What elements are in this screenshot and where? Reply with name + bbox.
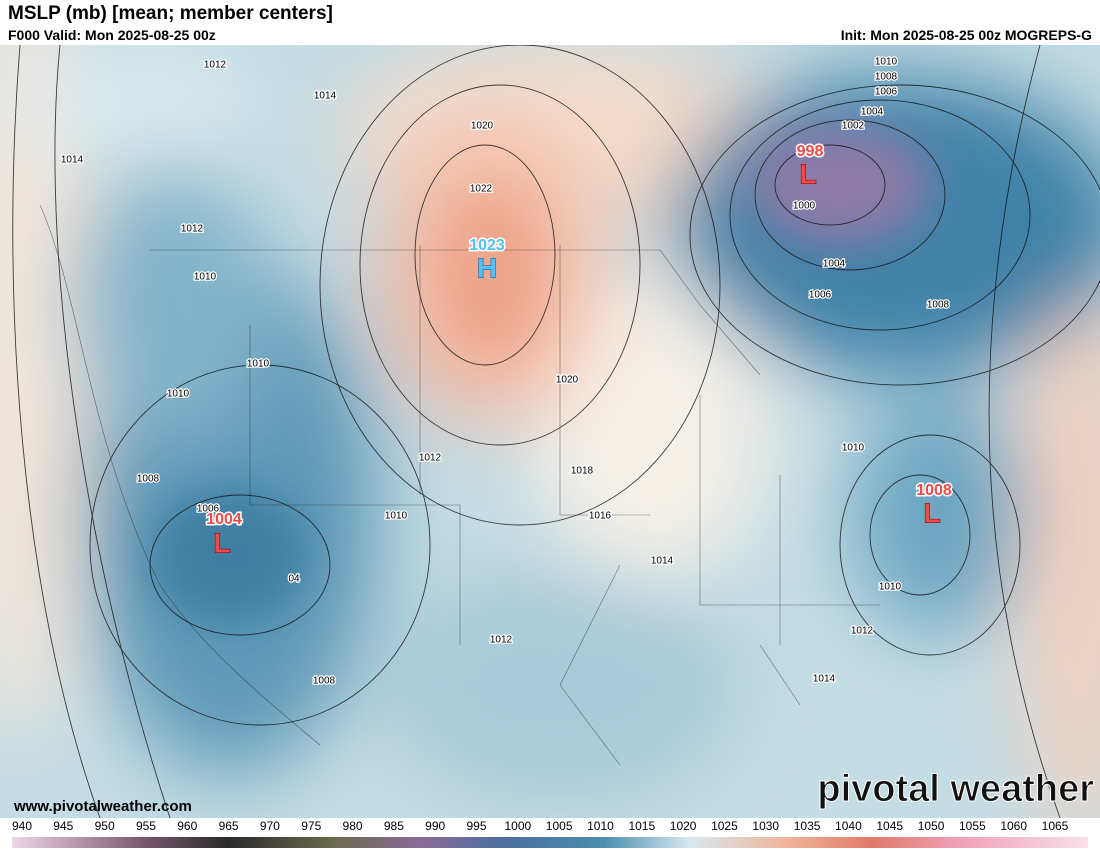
logo: pivotal weather	[817, 768, 1094, 810]
map-title: MSLP (mb) [mean; member centers]	[8, 3, 333, 24]
center-letter: L	[213, 527, 230, 558]
contour-label: 1006	[809, 290, 832, 301]
colorbar-label: 980	[343, 819, 363, 833]
contour-label: 1014	[651, 556, 674, 567]
contour-label: 1012	[181, 224, 204, 235]
contour-label: 1016	[589, 511, 612, 522]
colorbar-label: 1015	[628, 819, 655, 833]
colorbar-label: 1040	[835, 819, 862, 833]
contour-label: 1020	[471, 121, 494, 132]
center-letter: L	[799, 158, 816, 189]
contour-label: 1010	[385, 511, 408, 522]
contour-label: 04	[288, 574, 300, 585]
colorbar-ramp	[12, 837, 1088, 848]
contour-label: 1006	[875, 87, 898, 98]
colorbar-label: 945	[53, 819, 73, 833]
contour-label: 1014	[813, 674, 836, 685]
contour-label: 1018	[571, 466, 594, 477]
colorbar-label: 970	[260, 819, 280, 833]
init-time: Init: Mon 2025-08-25 00z MOGREPS-G	[840, 27, 1092, 43]
colorbar-label: 995	[467, 819, 487, 833]
colorbar-label: 1005	[546, 819, 573, 833]
center-letter: H	[477, 252, 497, 283]
colorbar-label: 1030	[752, 819, 779, 833]
colorbar-label: 1025	[711, 819, 738, 833]
website: www.pivotalweather.com	[13, 798, 192, 815]
colorbar-label: 965	[219, 819, 239, 833]
center-value: 1008	[916, 482, 952, 499]
colorbar: 940 945 950 955 960 965 970 975 980 985 990 995 1000…	[12, 819, 1088, 848]
colorbar-label: 1010	[587, 819, 614, 833]
map: 1012 1014 1014 1012 1010 1010 1010 1008 1006 1012…	[0, 45, 1100, 818]
contour-label: 1010	[194, 272, 217, 283]
contour-label: 1008	[875, 72, 898, 83]
colorbar-label: 940	[12, 819, 32, 833]
contour-label: 1012	[204, 60, 227, 71]
center-value: 1004	[206, 511, 242, 528]
colorbar-label: 985	[384, 819, 404, 833]
colorbar-label: 975	[301, 819, 321, 833]
contour-label: 1014	[61, 155, 84, 166]
contour-label: 1002	[842, 121, 865, 132]
colorbar-label: 960	[177, 819, 197, 833]
center-value: 998	[797, 143, 824, 160]
contour-label: 1010	[879, 582, 902, 593]
colorbar-label: 1035	[794, 819, 821, 833]
contour-label: 1010	[247, 359, 270, 370]
contour-label: 1020	[556, 375, 579, 386]
contour-label: 1006	[197, 504, 220, 515]
colorbar-label: 1045	[876, 819, 903, 833]
colorbar-label: 1065	[1042, 819, 1069, 833]
contour-label: 1022	[470, 184, 493, 195]
contour-label: 1012	[490, 635, 513, 646]
contour-label: 1000	[793, 201, 816, 212]
contour-label: 1014	[314, 91, 337, 102]
contour-label: 1012	[851, 626, 874, 637]
colorbar-label: 1000	[504, 819, 531, 833]
contour-label: 1012	[419, 453, 442, 464]
center-value: 1023	[469, 237, 505, 254]
contour-label: 1008	[313, 676, 336, 687]
center-letter: L	[923, 497, 940, 528]
colorbar-label: 1060	[1000, 819, 1027, 833]
colorbar-label: 1020	[670, 819, 697, 833]
colorbar-label: 990	[425, 819, 445, 833]
contour-label: 1010	[875, 57, 898, 68]
colorbar-label: 1055	[959, 819, 986, 833]
contour-label: 1010	[167, 389, 190, 400]
contour-label: 1008	[927, 300, 950, 311]
contour-label: 1004	[861, 107, 884, 118]
colorbar-label: 950	[95, 819, 115, 833]
colorbar-label: 955	[136, 819, 156, 833]
colorbar-label: 1050	[918, 819, 945, 833]
contour-label: 1004	[823, 259, 846, 270]
valid-time: F000 Valid: Mon 2025-08-25 00z	[8, 27, 216, 43]
contour-label: 1008	[137, 474, 160, 485]
contour-label: 1010	[842, 443, 865, 454]
shading	[0, 45, 1100, 818]
